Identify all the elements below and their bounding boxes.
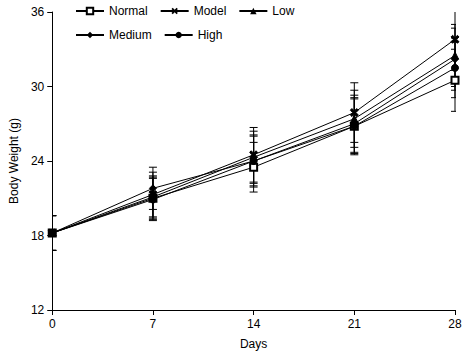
svg-text:30: 30 (31, 80, 45, 94)
svg-text:21: 21 (348, 317, 362, 331)
svg-text:Body Weight (g): Body Weight (g) (7, 118, 21, 204)
svg-text:High: High (198, 28, 223, 42)
svg-text:28: 28 (448, 317, 462, 331)
svg-text:Days: Days (240, 337, 267, 351)
svg-text:36: 36 (31, 5, 45, 19)
svg-text:7: 7 (150, 317, 157, 331)
svg-text:12: 12 (31, 303, 45, 317)
svg-text:24: 24 (31, 154, 45, 168)
svg-text:Model: Model (194, 4, 227, 18)
svg-text:Low: Low (272, 4, 294, 18)
svg-text:18: 18 (31, 229, 45, 243)
svg-text:Medium: Medium (109, 28, 152, 42)
svg-text:0: 0 (49, 317, 56, 331)
svg-text:Normal: Normal (109, 4, 148, 18)
svg-text:14: 14 (247, 317, 261, 331)
